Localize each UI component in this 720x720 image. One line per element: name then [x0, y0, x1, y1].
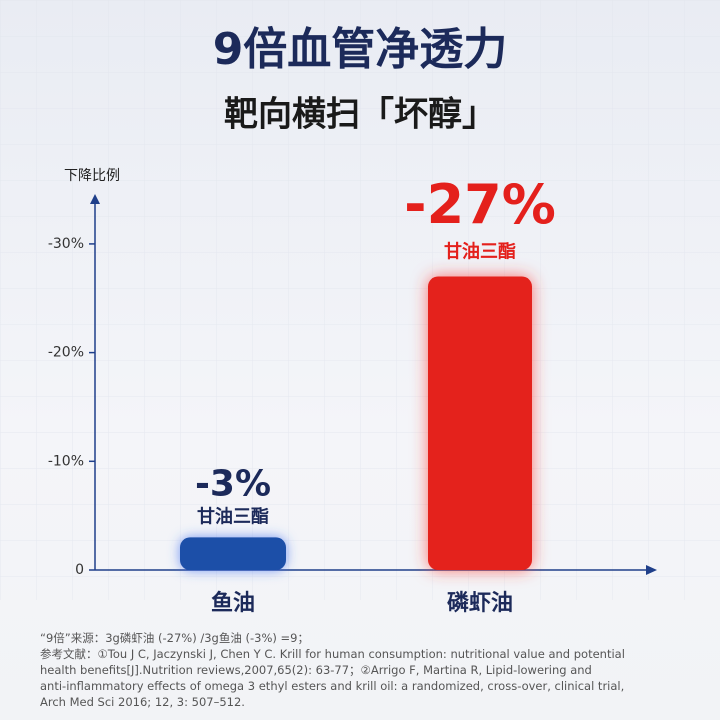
- x-tick-label: 鱼油: [211, 590, 255, 616]
- footnotes: “9倍”来源：3g磷虾油 (-27%) /3g鱼油 (-3%) =9； 参考文献：…: [40, 631, 625, 709]
- y-tick-label: 0: [75, 562, 84, 578]
- footnote-line: health benefits[J].Nutrition reviews,200…: [40, 663, 592, 677]
- footnote-line: 参考文献：①Tou J C, Jaczynski J, Chen Y C. Kr…: [40, 647, 625, 661]
- value-label: -27%: [404, 173, 556, 236]
- grid-pattern: [0, 0, 720, 600]
- chart-subtitle: 靶向横扫「坏醇」: [224, 95, 496, 135]
- footnote-line: anti-inflammatory effects of omega 3 eth…: [40, 679, 624, 693]
- bar-note: 甘油三酯: [444, 241, 516, 263]
- y-tick-label: -10%: [48, 453, 84, 469]
- bar: [428, 276, 532, 570]
- y-axis-label: 下降比例: [64, 168, 120, 184]
- bar: [180, 537, 286, 570]
- value-label: -3%: [195, 463, 271, 504]
- y-tick-label: -20%: [48, 345, 84, 361]
- x-tick-label: 磷虾油: [447, 591, 513, 616]
- x-axis-arrow: [646, 565, 657, 575]
- footnote-line: Arch Med Sci 2016; 12, 3: 507–512.: [40, 695, 245, 709]
- footnote-line: “9倍”来源：3g磷虾油 (-27%) /3g鱼油 (-3%) =9；: [40, 631, 309, 645]
- y-axis-arrow: [90, 194, 100, 204]
- y-tick-label: -30%: [48, 236, 84, 252]
- bar-note: 甘油三酯: [197, 505, 269, 527]
- chart-title: 9倍血管净透力: [213, 24, 508, 75]
